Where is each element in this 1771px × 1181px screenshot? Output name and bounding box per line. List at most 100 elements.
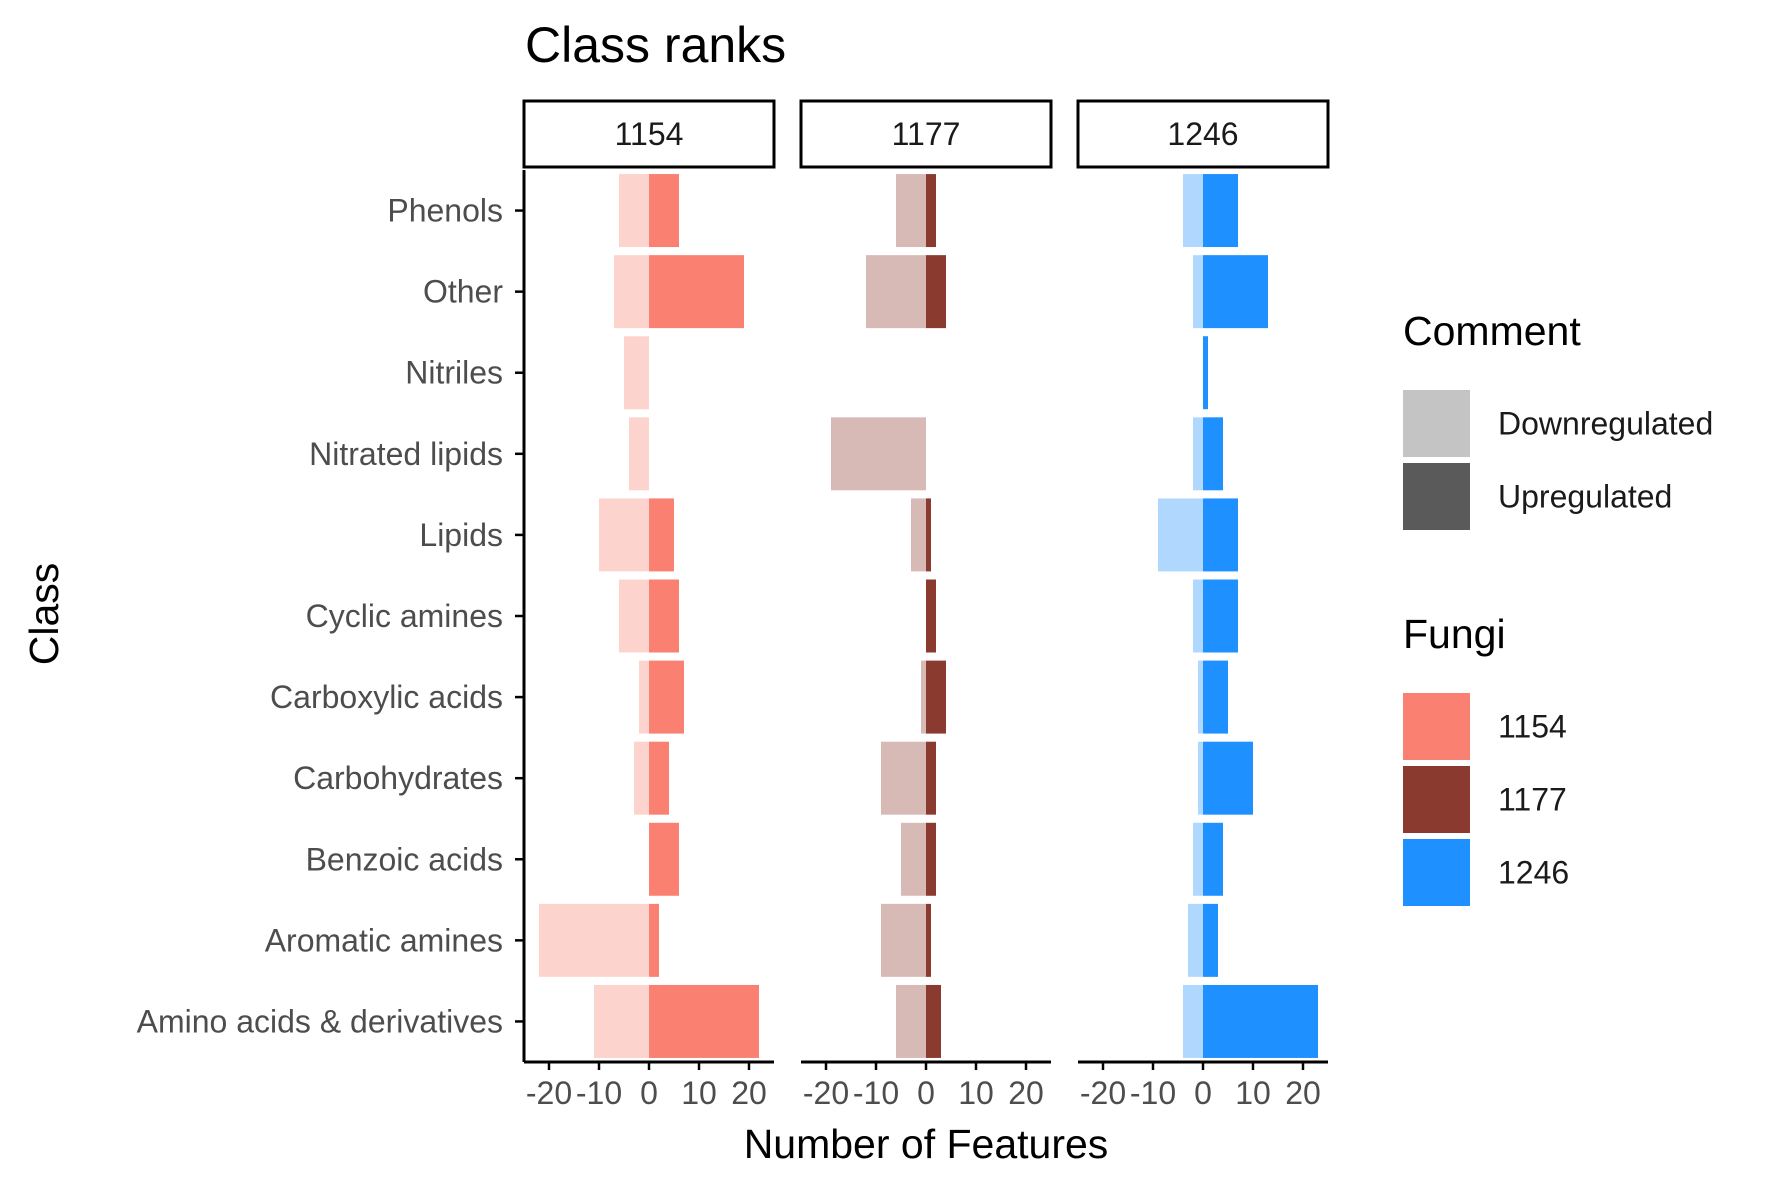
x-tick-label: -10: [576, 1075, 622, 1111]
x-tick-label: 20: [1285, 1075, 1321, 1111]
bar-downregulated: [921, 660, 926, 734]
legend-label: Upregulated: [1498, 479, 1672, 515]
facet-panel-1154: 1154 -20 -10 0 10 20: [522, 99, 776, 1111]
legend-key: [1403, 463, 1470, 530]
legend-key: [1403, 766, 1470, 833]
x-tick-label: 0: [640, 1075, 658, 1111]
bar-upregulated: [1203, 255, 1268, 329]
bar-upregulated: [1203, 822, 1223, 896]
bar-downregulated: [1188, 903, 1203, 977]
x-tick-label: 20: [1008, 1075, 1044, 1111]
x-tick-label: -10: [1130, 1075, 1176, 1111]
bar-upregulated: [926, 174, 936, 248]
x-tick-label: 0: [1194, 1075, 1212, 1111]
chart-title: Class ranks: [525, 17, 786, 73]
y-tick-label: Phenols: [387, 193, 503, 229]
y-axis-title: Class: [21, 563, 67, 666]
bar-downregulated: [619, 174, 649, 248]
facet-strip-1177: [799, 99, 1053, 169]
facet-panel-1246: 1246 -20 -10 0 10 20: [1076, 99, 1330, 1111]
x-tick-label: 10: [1235, 1075, 1271, 1111]
bar-downregulated: [896, 174, 926, 248]
facet-strip-label-1246: 1246: [1167, 116, 1238, 152]
bar-downregulated: [881, 903, 926, 977]
facet-strip-1154: [522, 99, 776, 169]
bar-upregulated: [1203, 336, 1208, 410]
x-tick-label: -20: [1080, 1075, 1126, 1111]
bar-upregulated: [1203, 579, 1238, 653]
bar-downregulated: [629, 417, 649, 491]
bar-downregulated: [619, 579, 649, 653]
x-tick-label: 0: [917, 1075, 935, 1111]
bar-upregulated: [1203, 174, 1238, 248]
x-tick-label: -20: [803, 1075, 849, 1111]
bar-upregulated: [926, 822, 936, 896]
bar-downregulated: [866, 255, 926, 329]
bar-downregulated: [1193, 579, 1203, 653]
x-tick-label: 10: [681, 1075, 717, 1111]
bar-downregulated: [599, 498, 649, 572]
bar-upregulated: [1203, 903, 1218, 977]
facet-strip-label-1177: 1177: [892, 116, 961, 152]
legends: Comment Downregulated Upregulated Fungi 1154…: [1403, 308, 1713, 906]
bar-upregulated: [926, 903, 931, 977]
bar-downregulated: [896, 984, 926, 1058]
bar-upregulated: [926, 498, 931, 572]
facet-strip-1246: [1076, 99, 1330, 169]
legend-label: 1177: [1498, 782, 1567, 818]
x-tick-label: -20: [526, 1075, 572, 1111]
y-tick-label: Benzoic acids: [306, 841, 503, 877]
y-tick-label: Other: [423, 274, 503, 310]
x-axis-title: Number of Features: [744, 1121, 1109, 1167]
legend-comment: Comment Downregulated Upregulated: [1403, 308, 1713, 530]
legend-key: [1403, 839, 1470, 906]
bar-downregulated: [1193, 255, 1203, 329]
y-tick-label: Carboxylic acids: [270, 679, 503, 715]
y-tick-label: Nitrated lipids: [309, 436, 503, 472]
bar-downregulated: [634, 741, 649, 815]
bar-upregulated: [649, 741, 669, 815]
facet-panel-1177: 1177 -20 -10 0 10 20: [799, 99, 1053, 1111]
bar-downregulated: [594, 984, 649, 1058]
bar-downregulated: [539, 903, 649, 977]
bar-upregulated: [649, 498, 674, 572]
bar-upregulated: [649, 660, 684, 734]
bar-downregulated: [624, 336, 649, 410]
bar-upregulated: [649, 984, 759, 1058]
legend-label: Downregulated: [1498, 406, 1713, 442]
bar-upregulated: [649, 174, 679, 248]
y-axis: Phenols Other Nitriles Nitrated lipids Lipid…: [137, 170, 526, 1062]
bar-downregulated: [1193, 417, 1203, 491]
legend-label: 1246: [1498, 855, 1569, 891]
bar-downregulated: [1198, 660, 1203, 734]
bar-upregulated: [926, 255, 946, 329]
y-tick-label: Amino acids & derivatives: [137, 1003, 503, 1039]
legend-key: [1403, 693, 1470, 760]
bar-upregulated: [649, 822, 679, 896]
bar-upregulated: [1203, 741, 1253, 815]
bar-downregulated: [1183, 984, 1203, 1058]
bar-upregulated: [1203, 498, 1238, 572]
y-tick-label: Nitriles: [405, 355, 503, 391]
bar-downregulated: [831, 417, 926, 491]
bar-downregulated: [639, 660, 649, 734]
bar-upregulated: [649, 903, 659, 977]
bar-downregulated: [1198, 741, 1203, 815]
bar-upregulated: [1203, 984, 1318, 1058]
facet-strip-label-1154: 1154: [615, 116, 684, 152]
bar-upregulated: [1203, 660, 1228, 734]
legend-fungi: Fungi 1154 1177 1246: [1403, 611, 1569, 906]
y-tick-label: Aromatic amines: [265, 922, 503, 958]
bar-downregulated: [1183, 174, 1203, 248]
bar-upregulated: [926, 984, 941, 1058]
bar-upregulated: [649, 255, 744, 329]
y-tick-label: Cyclic amines: [306, 598, 503, 634]
bar-upregulated: [926, 660, 946, 734]
bar-downregulated: [881, 741, 926, 815]
y-tick-label: Lipids: [419, 517, 503, 553]
legend-key: [1403, 390, 1470, 457]
legend-title: Comment: [1403, 308, 1581, 354]
bar-upregulated: [926, 579, 936, 653]
